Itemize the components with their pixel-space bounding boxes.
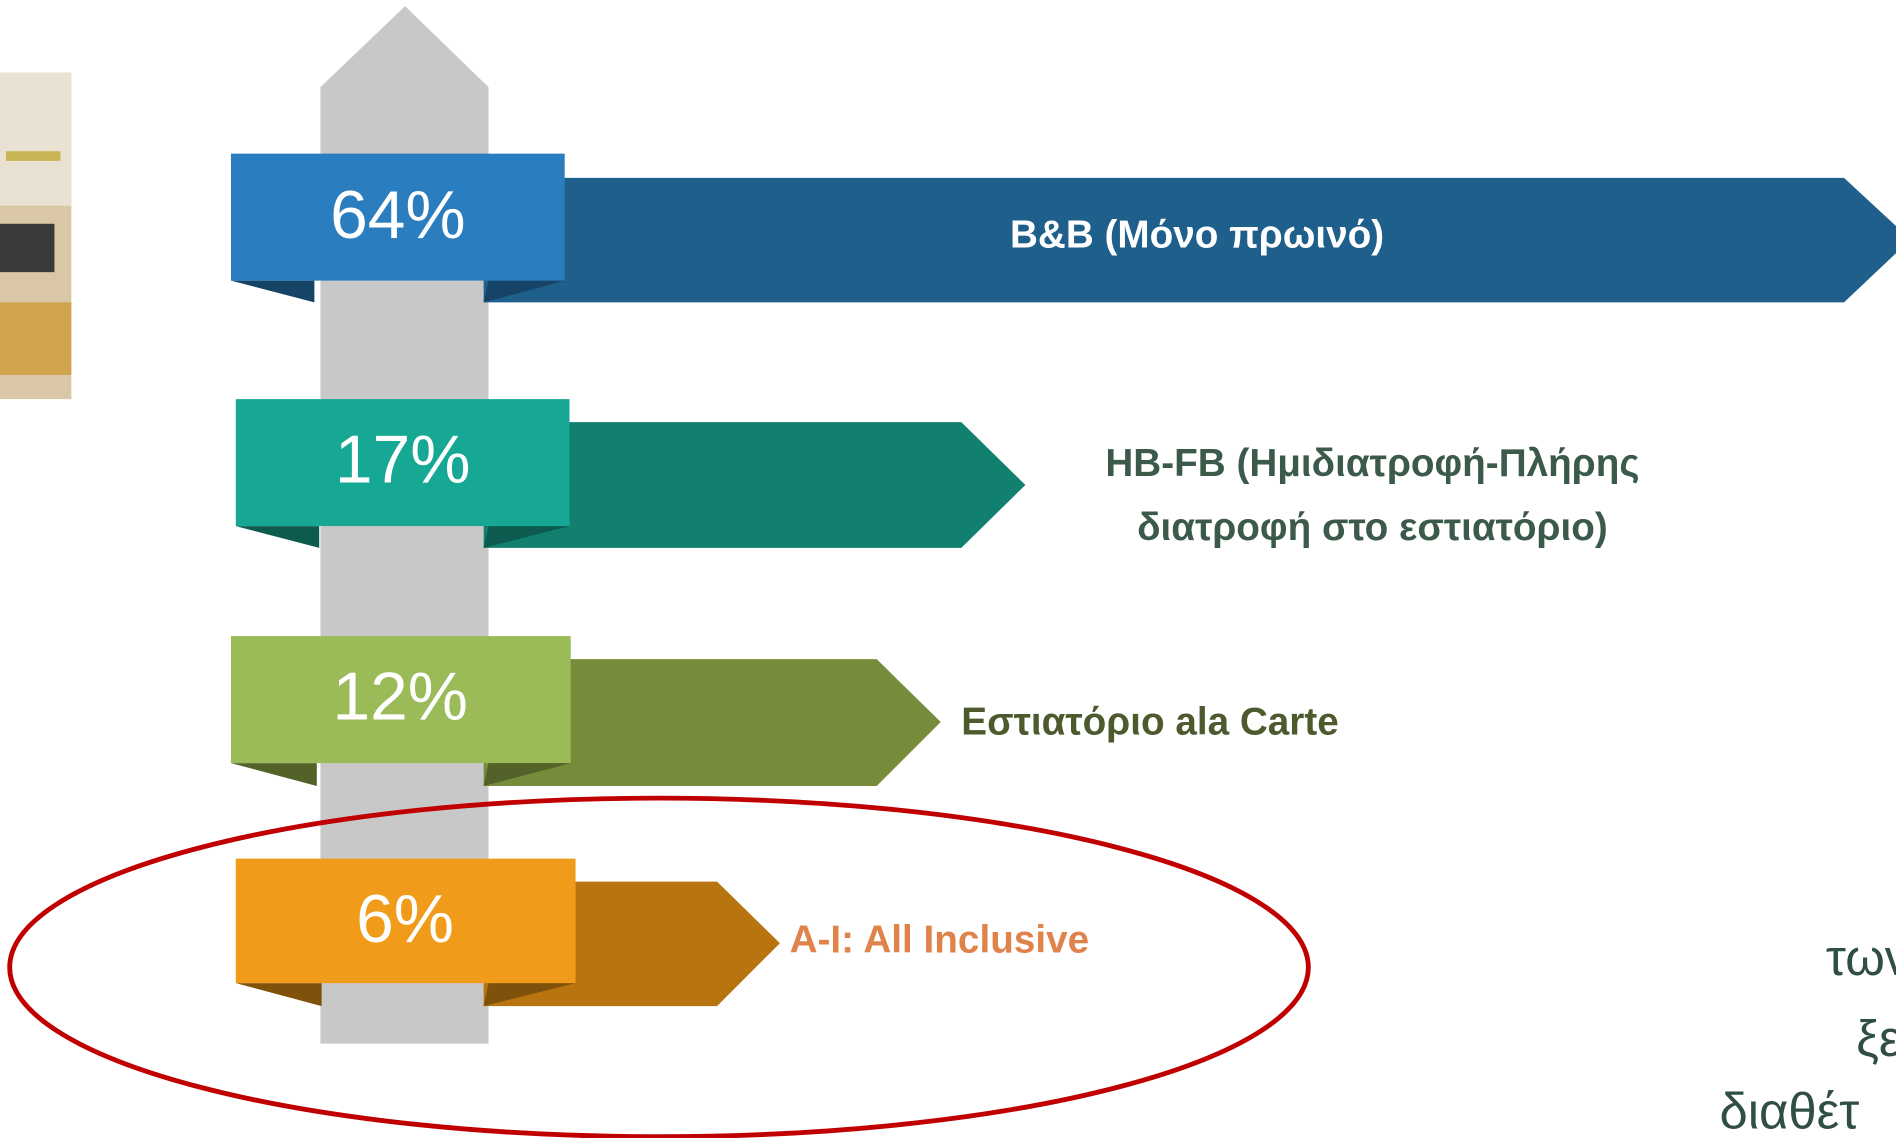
row-alacarte: 12% Εστιατόριο ala Carte (230, 636, 1339, 787)
label: διατροφή στο εστιατόριο) (1137, 506, 1608, 549)
label: A-I: All Inclusive (790, 918, 1090, 961)
label: Εστιατόριο ala Carte (961, 701, 1338, 744)
side-text: διαθέτ (1719, 1082, 1859, 1138)
row-allinclusive: 6% A-I: All Inclusive (235, 858, 1090, 1007)
percent: 6% (356, 882, 454, 957)
percent: 64% (330, 178, 466, 253)
row-bb: 64% B&B (Μόνο πρωινό) (230, 153, 1896, 303)
side-text: ξεν (1856, 1010, 1896, 1067)
photo (0, 72, 72, 400)
percent: 17% (335, 422, 471, 497)
percent: 12% (332, 659, 468, 734)
side-text: των (1826, 929, 1896, 986)
label: B&B (Μόνο πρωινό) (1010, 213, 1384, 256)
highlight-ellipse (7, 795, 1311, 1138)
label: HB-FB (Ημιδιατροφή-Πλήρης (1105, 442, 1639, 485)
